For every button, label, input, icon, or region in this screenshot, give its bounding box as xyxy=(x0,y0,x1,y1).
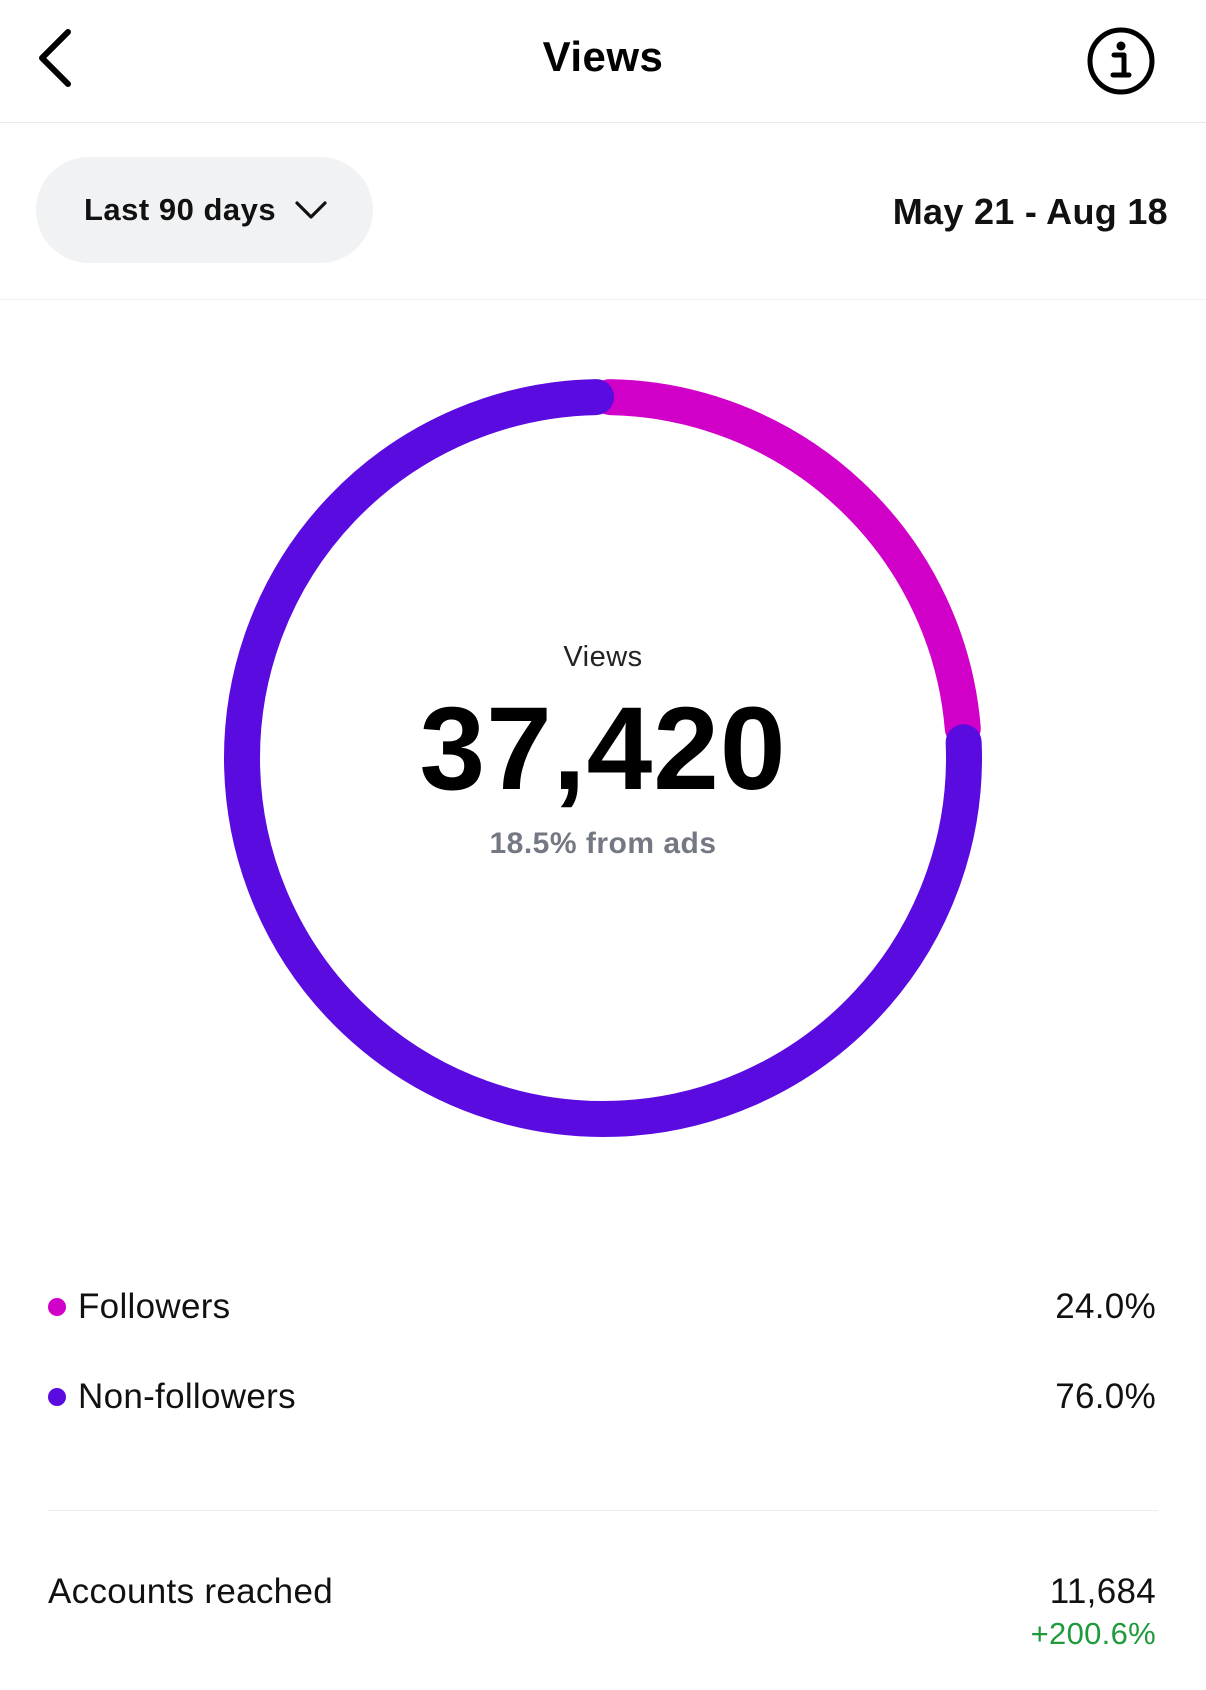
accounts-reached-value: 11,684 xyxy=(1049,1572,1156,1611)
chevron-left-icon xyxy=(39,29,71,87)
views-label: Views xyxy=(563,640,643,673)
top-bar: Views xyxy=(0,0,1206,123)
chevron-down-icon xyxy=(294,199,328,221)
back-button[interactable] xyxy=(18,20,94,96)
info-circle-icon xyxy=(1087,27,1155,95)
info-button[interactable] xyxy=(1078,18,1164,104)
followers-dot xyxy=(48,1298,66,1316)
views-donut-chart: Views 37,420 18.5% from ads xyxy=(223,378,983,1138)
ads-share-text: 18.5% from ads xyxy=(489,827,717,861)
accounts-reached-change: +200.6% xyxy=(1030,1616,1156,1651)
audience-legend: Followers 24.0% Non-followers 76.0% xyxy=(0,1262,1206,1442)
non-followers-dot xyxy=(48,1388,66,1406)
date-range-text: May 21 - Aug 18 xyxy=(892,191,1168,232)
filter-row: Last 90 days May 21 - Aug 18 xyxy=(0,123,1206,300)
page-title: Views xyxy=(542,33,664,80)
donut-segment-followers xyxy=(591,379,981,747)
accounts-reached-label: Accounts reached xyxy=(48,1572,333,1611)
legend-row-non-followers[interactable]: Non-followers 76.0% xyxy=(0,1352,1206,1442)
divider xyxy=(48,1510,1158,1511)
legend-value: 24.0% xyxy=(1055,1287,1156,1326)
donut-center: Views 37,420 18.5% from ads xyxy=(223,378,983,1138)
accounts-reached-row[interactable]: Accounts reached 11,684 +200.6% xyxy=(0,1560,1206,1670)
legend-value: 76.0% xyxy=(1055,1377,1156,1416)
legend-row-followers[interactable]: Followers 24.0% xyxy=(0,1262,1206,1352)
date-range-dropdown-label: Last 90 days xyxy=(84,192,277,227)
donut-segment-non-followers xyxy=(224,379,982,1137)
donut-chart-svg xyxy=(224,379,982,1137)
date-range-dropdown[interactable]: Last 90 days xyxy=(36,157,373,263)
legend-label: Followers xyxy=(78,1287,231,1326)
legend-label: Non-followers xyxy=(78,1377,296,1416)
views-total: 37,420 xyxy=(419,682,787,815)
